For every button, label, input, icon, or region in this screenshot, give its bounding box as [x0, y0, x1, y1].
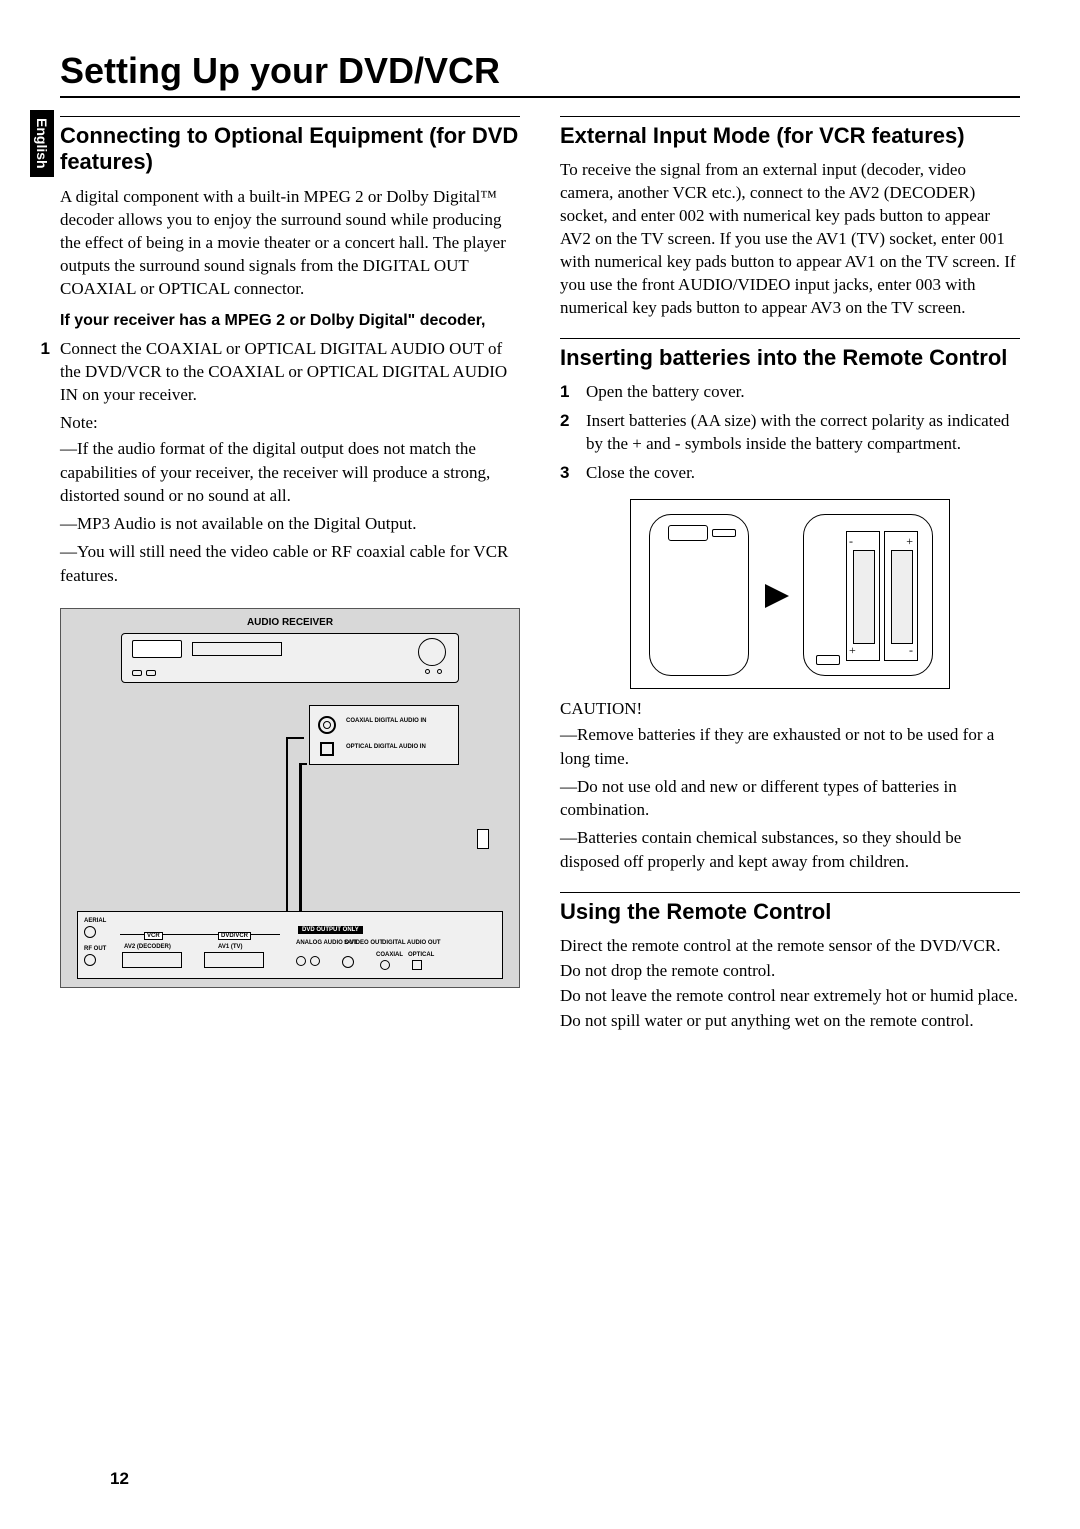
caution-item-1: —Remove batteries if they are exhausted … [560, 723, 1020, 771]
aerial-jack-icon [84, 926, 96, 938]
receiver-display [132, 640, 182, 658]
coaxial-out-label: COAXIAL [376, 952, 403, 958]
step-number: 2 [560, 410, 576, 456]
receiver-jack [425, 669, 430, 674]
av1-label: AV1 (TV) [218, 944, 243, 950]
section-heading-batteries: Inserting batteries into the Remote Cont… [560, 345, 1020, 371]
receiver-knob [418, 638, 446, 666]
external-input-body: To receive the signal from an external i… [560, 159, 1020, 320]
coaxial-jack-icon [318, 716, 336, 734]
coaxial-label: COAXIAL DIGITAL AUDIO IN [346, 718, 426, 724]
section-rule [560, 892, 1020, 893]
page-title: Setting Up your DVD/VCR [60, 50, 1020, 98]
optical-label: OPTICAL DIGITAL AUDIO IN [346, 744, 426, 750]
section-heading-using-remote: Using the Remote Control [560, 899, 1020, 925]
battery-slot-2: + - [884, 531, 918, 661]
page-number: 12 [110, 1469, 129, 1489]
svideo-jack-icon [342, 956, 354, 968]
note-item-3: —You will still need the video cable or … [60, 540, 520, 588]
receiver-back-panel: COAXIAL DIGITAL AUDIO IN OPTICAL DIGITAL… [309, 705, 459, 765]
note-item-2: —MP3 Audio is not available on the Digit… [60, 512, 520, 536]
cable-bend [286, 737, 304, 739]
battery-icon [891, 550, 913, 644]
dvd-output-label: DVD OUTPUT ONLY [298, 926, 363, 934]
optical-plug-icon [477, 829, 489, 849]
scart-2-icon [204, 952, 264, 968]
caution-item-2: —Do not use old and new or different typ… [560, 775, 1020, 823]
optical-out-label: OPTICAL [408, 952, 434, 958]
right-column: External Input Mode (for VCR features) T… [560, 116, 1020, 1043]
scart-1-icon [122, 952, 182, 968]
aerial-label: AERIAL [84, 918, 106, 924]
audio-receiver-diagram: AUDIO RECEIVER COAXIAL DIGITAL AUDIO IN … [60, 608, 520, 988]
language-tab: English [30, 110, 54, 177]
minus-symbol: - [849, 534, 853, 549]
step-text: Open the battery cover. [586, 381, 745, 404]
step-number: 1 [560, 381, 576, 404]
battery-diagram: - + + - [630, 499, 950, 689]
note-item-1: —If the audio format of the digital outp… [60, 437, 520, 508]
left-column: Connecting to Optional Equipment (for DV… [60, 116, 520, 1043]
plus-symbol: + [849, 643, 856, 658]
battery-slot-1: - + [846, 531, 880, 661]
receiver-btn [146, 670, 156, 676]
battery-icon [853, 550, 875, 644]
remote-back-closed [649, 514, 749, 676]
step-text: Close the cover. [586, 462, 695, 485]
sub-heading-receiver: If your receiver has a MPEG 2 or Dolby D… [60, 310, 520, 332]
optical-out-jack-icon [412, 960, 422, 970]
rca-jack-icon [296, 956, 306, 966]
remote-clip [668, 525, 708, 541]
step-1: 1 Connect the COAXIAL or OPTICAL DIGITAL… [60, 338, 520, 407]
battery-step-1: 1 Open the battery cover. [560, 381, 1020, 404]
battery-step-3: 3 Close the cover. [560, 462, 1020, 485]
av2-label: AV2 (DECODER) [124, 944, 171, 950]
rf-out-jack-icon [84, 954, 96, 966]
coax-out-jack-icon [380, 960, 390, 970]
caution-label: CAUTION! [560, 699, 1020, 719]
remote-clip [816, 655, 840, 665]
step-number: 3 [560, 462, 576, 485]
svideo-label: S-VIDEO OUT [344, 940, 383, 946]
section-heading-external-input: External Input Mode (for VCR features) [560, 123, 1020, 149]
section-rule [60, 116, 520, 117]
remote-p1: Direct the remote control at the remote … [560, 935, 1020, 958]
remote-back-open: - + + - [803, 514, 933, 676]
note-label: Note: [60, 413, 520, 433]
step-text: Connect the COAXIAL or OPTICAL DIGITAL A… [60, 338, 520, 407]
optical-jack-icon [320, 742, 334, 756]
rf-out-label: RF OUT [84, 946, 106, 952]
step-text: Insert batteries (AA size) with the corr… [586, 410, 1020, 456]
remote-p3: Do not leave the remote control near ext… [560, 985, 1020, 1008]
arrow-right-icon [765, 584, 789, 608]
remote-p4: Do not spill water or put anything wet o… [560, 1010, 1020, 1033]
section-rule [560, 116, 1020, 117]
intro-paragraph: A digital component with a built-in MPEG… [60, 186, 520, 301]
content-columns: Connecting to Optional Equipment (for DV… [60, 116, 1020, 1043]
cable-bend [299, 763, 307, 765]
step-number: 1 [34, 338, 50, 407]
remote-slot [712, 529, 736, 537]
rca-jack-icon [310, 956, 320, 966]
receiver-jack [437, 669, 442, 674]
receiver-front [121, 633, 459, 683]
battery-step-2: 2 Insert batteries (AA size) with the co… [560, 410, 1020, 456]
section-rule [560, 338, 1020, 339]
section-heading-connecting: Connecting to Optional Equipment (for DV… [60, 123, 520, 176]
dvd-vcr-back-panel: AERIAL RF OUT VCR DVD/VCR AV2 (DECODER) … [77, 911, 503, 979]
dvdvcr-label: DVD/VCR [218, 932, 251, 940]
receiver-btn [132, 670, 142, 676]
remote-p2: Do not drop the remote control. [560, 960, 1020, 983]
digital-label: DIGITAL AUDIO OUT [382, 940, 441, 946]
minus-symbol: - [909, 643, 913, 658]
receiver-label: AUDIO RECEIVER [61, 617, 519, 628]
caution-item-3: —Batteries contain chemical substances, … [560, 826, 1020, 874]
vcr-label: VCR [144, 932, 163, 940]
receiver-controls [192, 642, 282, 656]
plus-symbol: + [906, 534, 913, 549]
